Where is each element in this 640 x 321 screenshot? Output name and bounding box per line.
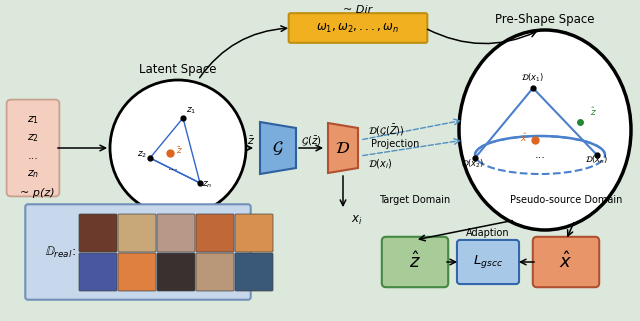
Text: Latent Space: Latent Space <box>140 64 217 76</box>
Text: $L_{gscc}$: $L_{gscc}$ <box>473 254 503 271</box>
FancyBboxPatch shape <box>289 13 428 43</box>
Text: ...: ... <box>168 162 179 172</box>
Text: $z_2$: $z_2$ <box>27 132 39 144</box>
Text: $\mathcal{D}(x_1)$: $\mathcal{D}(x_1)$ <box>521 71 545 83</box>
FancyBboxPatch shape <box>79 253 117 291</box>
Text: $z_1$: $z_1$ <box>27 114 39 126</box>
Text: $z_1$: $z_1$ <box>186 105 196 116</box>
Text: $\hat{z}$: $\hat{z}$ <box>409 252 421 273</box>
Ellipse shape <box>459 30 631 230</box>
Text: $z_n$: $z_n$ <box>202 180 212 190</box>
Text: $\mathcal{G}(\bar{z})$: $\mathcal{G}(\bar{z})$ <box>301 134 321 148</box>
Text: ...: ... <box>28 151 38 161</box>
Text: $z_n$: $z_n$ <box>27 168 39 180</box>
Text: $\bar{z}$: $\bar{z}$ <box>176 145 183 156</box>
Text: $\omega_1, \omega_2, ..., \omega_n$: $\omega_1, \omega_2, ..., \omega_n$ <box>316 22 400 35</box>
Text: $\mathbb{D}_{real}$:: $\mathbb{D}_{real}$: <box>45 245 76 260</box>
Text: Adaption: Adaption <box>466 228 510 238</box>
Text: $\hat{x}$: $\hat{x}$ <box>520 131 527 144</box>
FancyBboxPatch shape <box>157 253 195 291</box>
FancyBboxPatch shape <box>118 253 156 291</box>
Text: $\mathcal{D}(\mathcal{G}(\bar{Z}))$: $\mathcal{D}(\mathcal{G}(\bar{Z}))$ <box>368 122 404 138</box>
Text: $x_i$: $x_i$ <box>351 213 362 227</box>
Text: Pre-Shape Space: Pre-Shape Space <box>495 13 595 27</box>
FancyBboxPatch shape <box>382 237 448 287</box>
FancyBboxPatch shape <box>235 214 273 252</box>
Circle shape <box>110 80 246 216</box>
FancyBboxPatch shape <box>118 214 156 252</box>
Text: $\mathcal{D}$: $\mathcal{D}$ <box>335 139 351 157</box>
FancyBboxPatch shape <box>6 100 60 196</box>
Text: $\mathcal{D}(x_i)$: $\mathcal{D}(x_i)$ <box>368 157 392 171</box>
Text: Pseudo-source Domain: Pseudo-source Domain <box>510 195 622 205</box>
FancyBboxPatch shape <box>79 214 117 252</box>
Text: $\mathcal{G}$: $\mathcal{G}$ <box>272 139 284 157</box>
Text: $\mathcal{D}(x_2)$: $\mathcal{D}(x_2)$ <box>461 157 484 169</box>
FancyBboxPatch shape <box>196 253 234 291</box>
Text: $\bar{z}$: $\bar{z}$ <box>247 135 255 147</box>
FancyBboxPatch shape <box>157 214 195 252</box>
Text: ~ p(z): ~ p(z) <box>20 188 54 198</box>
Text: $\mathcal{D}(x_n)$: $\mathcal{D}(x_n)$ <box>585 154 609 167</box>
Text: ~ Dir: ~ Dir <box>344 5 372 15</box>
Text: ...: ... <box>534 150 545 160</box>
Text: $\hat{x}$: $\hat{x}$ <box>559 252 573 273</box>
FancyBboxPatch shape <box>532 237 599 287</box>
Polygon shape <box>260 122 296 174</box>
Text: $\hat{z}$: $\hat{z}$ <box>590 105 597 118</box>
Polygon shape <box>328 123 358 173</box>
Text: $z_2$: $z_2$ <box>137 149 147 160</box>
Text: Projection: Projection <box>371 139 419 149</box>
Text: Target Domain: Target Domain <box>380 195 451 205</box>
FancyBboxPatch shape <box>26 204 251 300</box>
FancyBboxPatch shape <box>196 214 234 252</box>
FancyBboxPatch shape <box>457 240 519 284</box>
FancyBboxPatch shape <box>235 253 273 291</box>
